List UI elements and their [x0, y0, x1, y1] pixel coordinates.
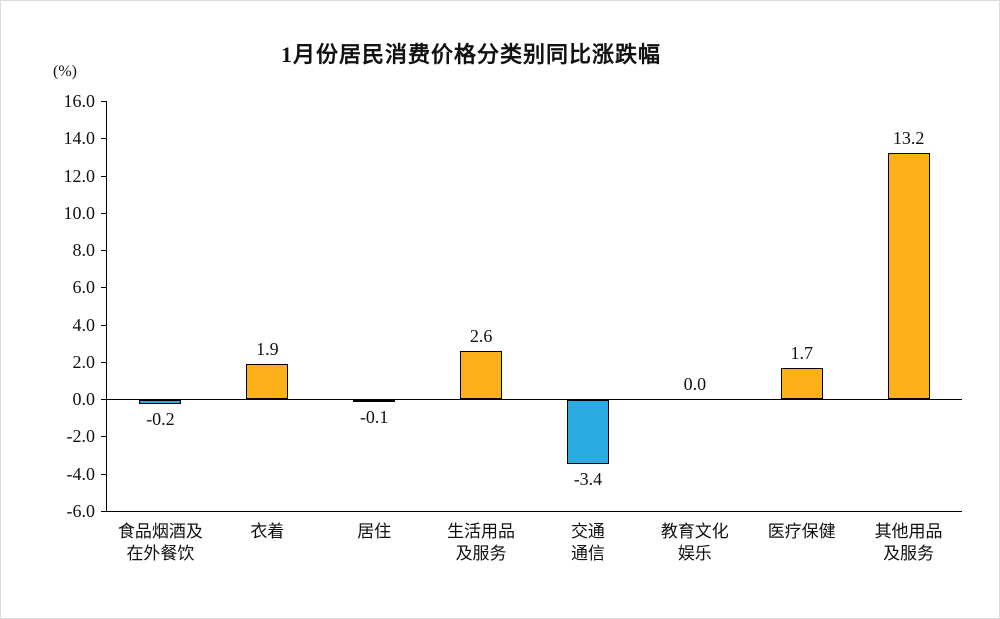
y-tick-label: 4.0: [72, 314, 96, 335]
y-tick-label: 8.0: [72, 240, 96, 261]
category-label-line: 其他用品: [874, 522, 943, 541]
y-tick-mark: [101, 250, 107, 252]
category-label-line: 娱乐: [677, 544, 712, 563]
category-label: 交通 通信: [533, 521, 643, 565]
bar: [460, 350, 503, 400]
category-label: 居住: [319, 521, 429, 543]
bar-value-label: -0.2: [146, 408, 175, 429]
category-label-line: 衣着: [250, 522, 285, 541]
y-tick-mark: [101, 175, 107, 177]
category-label-line: 医疗保健: [767, 522, 836, 541]
category-label: 医疗保健: [747, 521, 857, 543]
bar-value-label: -3.4: [573, 468, 603, 489]
y-tick-label: -4.0: [66, 463, 96, 484]
category-label-line: 生活用品: [447, 522, 516, 541]
bar: [246, 363, 289, 400]
category-label: 生活用品 及服务: [426, 521, 536, 565]
y-tick-mark: [101, 436, 107, 438]
category-label: 其他用品 及服务: [854, 521, 964, 565]
bar: [139, 400, 182, 404]
bar-value-label: 2.6: [469, 325, 493, 346]
y-tick-mark: [101, 511, 107, 512]
y-tick-label: 14.0: [63, 128, 96, 149]
y-tick-mark: [101, 399, 107, 401]
bar: [566, 400, 609, 464]
category-label-line: 交通: [570, 522, 605, 541]
category-label-line: 居住: [357, 522, 392, 541]
y-tick-mark: [101, 138, 107, 140]
y-axis-unit-label: (%): [53, 63, 77, 80]
y-tick-label: 10.0: [63, 202, 96, 223]
bar-value-label: -0.1: [359, 407, 389, 428]
plot-area: 16.0 14.0 12.0 10.0 8.0 6.0 4.0 2.0 0.0 -2.0 -4.0 -…: [64, 91, 962, 563]
y-tick-label: -6.0: [66, 501, 96, 521]
category-label-line: 及服务: [455, 544, 507, 563]
category-label: 食品烟酒及 在外餐饮: [105, 521, 215, 565]
y-tick-label: 12.0: [63, 165, 96, 186]
bar: [887, 153, 930, 400]
category-label-line: 教育文化: [660, 522, 729, 541]
y-tick-mark: [101, 324, 107, 326]
zero-line: [107, 399, 962, 401]
chart-title: 1月份居民消费价格分类别同比涨跌幅: [280, 42, 661, 67]
y-tick-label: 16.0: [63, 91, 96, 111]
bar: [353, 400, 396, 403]
category-label-line: 通信: [570, 544, 605, 563]
y-tick-mark: [101, 287, 107, 289]
bar: [780, 367, 823, 400]
bar-value-label: 0.0: [683, 374, 707, 395]
y-tick-label: 2.0: [72, 351, 96, 372]
bar-value-label: 1.7: [790, 342, 813, 363]
y-tick-label: -2.0: [66, 426, 96, 447]
category-label-line: 及服务: [883, 544, 935, 563]
y-tick-mark: [101, 361, 107, 363]
y-tick-label: 0.0: [72, 389, 96, 410]
y-tick-mark: [101, 473, 107, 475]
y-tick-label: 6.0: [72, 277, 96, 298]
category-label: 衣着: [212, 521, 322, 543]
y-tick-mark: [101, 212, 107, 214]
bar-value-label: 1.9: [256, 338, 279, 359]
bar-value-label: 13.2: [892, 128, 925, 149]
category-label-line: 在外餐饮: [126, 544, 195, 563]
y-tick-mark: [101, 101, 107, 102]
category-label: 教育文化 娱乐: [640, 521, 750, 565]
category-label-line: 食品烟酒及: [117, 522, 203, 541]
